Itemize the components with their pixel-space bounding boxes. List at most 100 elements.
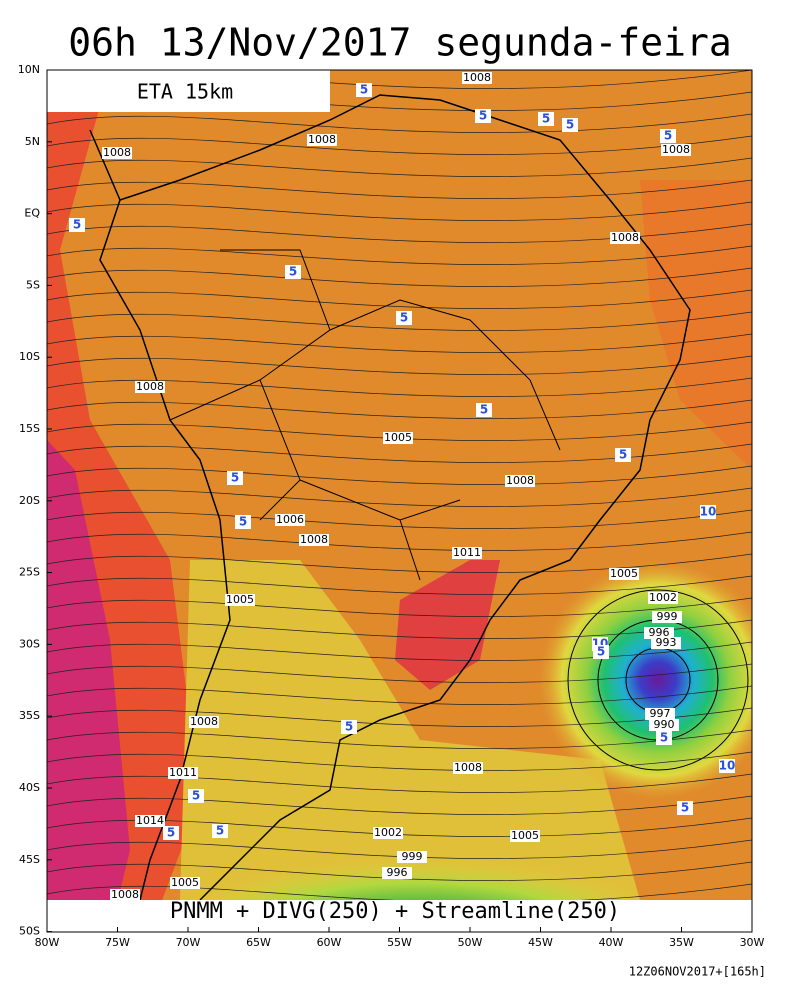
streamline bbox=[47, 465, 752, 485]
pressure-label-bg bbox=[505, 475, 535, 487]
lon-label: 65W bbox=[246, 936, 271, 949]
streamline bbox=[47, 883, 752, 903]
lat-label: 15S bbox=[19, 422, 40, 435]
streamline bbox=[47, 333, 752, 353]
pressure-label-bg bbox=[275, 514, 305, 526]
divergence-label: 5 bbox=[360, 83, 368, 97]
divergence-label: 5 bbox=[542, 112, 550, 126]
lon-label: 55W bbox=[387, 936, 412, 949]
pressure-label-bg bbox=[644, 627, 674, 639]
divergence-label: 5 bbox=[345, 720, 353, 734]
lat-label: 50S bbox=[19, 925, 40, 938]
pressure-label: 1008 bbox=[611, 231, 639, 244]
lon-label: 45W bbox=[528, 936, 553, 949]
lon-label: 40W bbox=[599, 936, 624, 949]
pressure-label-bg bbox=[307, 134, 337, 146]
streamline bbox=[47, 157, 752, 177]
pressure-label: 1008 bbox=[662, 143, 690, 156]
lon-label: 30W bbox=[740, 936, 765, 949]
model-box bbox=[47, 70, 330, 112]
streamline bbox=[47, 355, 752, 375]
pressure-label-bg bbox=[651, 637, 681, 649]
coastline bbox=[89, 94, 691, 901]
pressure-label: 1002 bbox=[374, 826, 402, 839]
divergence-label: 5 bbox=[73, 218, 81, 232]
streamline bbox=[47, 773, 752, 793]
divergence-label: 5 bbox=[400, 311, 408, 325]
divergence-label-bg bbox=[700, 505, 716, 519]
pressure-label: 1011 bbox=[169, 766, 197, 779]
divergence-label: 5 bbox=[597, 645, 605, 659]
divergence-label-bg bbox=[660, 129, 676, 143]
pressure-label-bg bbox=[189, 716, 219, 728]
streamline bbox=[47, 509, 752, 529]
lat-label: 30S bbox=[19, 637, 40, 650]
pressure-label: 1008 bbox=[308, 133, 336, 146]
pressure-label: 1005 bbox=[384, 431, 412, 444]
pressure-label-bg bbox=[135, 381, 165, 393]
divergence-label-bg bbox=[188, 789, 204, 803]
title: 06h 13/Nov/2017 segunda-feira bbox=[68, 21, 731, 65]
divergence-label-bg bbox=[656, 731, 672, 745]
pressure-label-bg bbox=[648, 592, 678, 604]
pressure-label: 1005 bbox=[171, 876, 199, 889]
pressure-label: 1008 bbox=[190, 715, 218, 728]
streamline bbox=[47, 245, 752, 265]
divergence-label-bg bbox=[677, 801, 693, 815]
caption: PNMM + DIVG(250) + Streamline(250) bbox=[170, 899, 620, 924]
isobar bbox=[567, 589, 749, 771]
divergence-label: 5 bbox=[231, 471, 239, 485]
pressure-label-bg bbox=[652, 611, 682, 623]
pressure-label-bg bbox=[168, 767, 198, 779]
lon-label: 70W bbox=[176, 936, 201, 949]
lon-label: 35W bbox=[669, 936, 694, 949]
atlantic-field bbox=[640, 180, 752, 470]
streamline bbox=[47, 289, 752, 309]
streamline bbox=[47, 267, 752, 287]
divergence-label-bg bbox=[341, 720, 357, 734]
streamline bbox=[47, 861, 752, 881]
divergence-label: 5 bbox=[619, 448, 627, 462]
pressure-label-bg bbox=[610, 232, 640, 244]
pressure-label: 1006 bbox=[276, 513, 304, 526]
pressure-label-bg bbox=[102, 147, 132, 159]
divergence-label: 10 bbox=[700, 505, 717, 519]
lat-label: 5S bbox=[26, 278, 40, 291]
pressure-label: 996 bbox=[649, 626, 670, 639]
pressure-label: 1008 bbox=[463, 71, 491, 84]
pressure-label-bg bbox=[383, 432, 413, 444]
divergence-label-bg bbox=[475, 109, 491, 123]
streamline bbox=[47, 135, 752, 155]
streamline bbox=[47, 377, 752, 397]
streamline bbox=[47, 663, 752, 683]
pressure-label: 1011 bbox=[453, 546, 481, 559]
streamline bbox=[47, 575, 752, 595]
pressure-label: 990 bbox=[654, 718, 675, 731]
divergence-label: 5 bbox=[664, 129, 672, 143]
pacific-core bbox=[47, 440, 130, 932]
lat-label: 45S bbox=[19, 853, 40, 866]
pressure-label-bg bbox=[225, 594, 255, 606]
pressure-label-bg bbox=[373, 827, 403, 839]
divergence-label: 5 bbox=[167, 826, 175, 840]
divergence-label-bg bbox=[615, 448, 631, 462]
lat-label: 10S bbox=[19, 350, 40, 363]
pressure-label-bg bbox=[462, 72, 492, 84]
pressure-label-bg bbox=[135, 815, 165, 827]
streamline bbox=[47, 751, 752, 771]
pressure-label-bg bbox=[299, 534, 329, 546]
caption-band bbox=[47, 900, 752, 932]
divergence-label-bg bbox=[396, 311, 412, 325]
lon-label: 50W bbox=[458, 936, 483, 949]
divergence-label: 5 bbox=[660, 731, 668, 745]
lat-label: EQ bbox=[24, 207, 40, 220]
lon-label: 60W bbox=[317, 936, 342, 949]
streamline bbox=[47, 597, 752, 617]
streamline bbox=[47, 421, 752, 441]
divergence-label: 5 bbox=[239, 515, 247, 529]
streamline bbox=[47, 795, 752, 815]
divergence-label-bg bbox=[593, 645, 609, 659]
divergence-label-bg bbox=[212, 824, 228, 838]
pressure-label-bg bbox=[382, 867, 412, 879]
